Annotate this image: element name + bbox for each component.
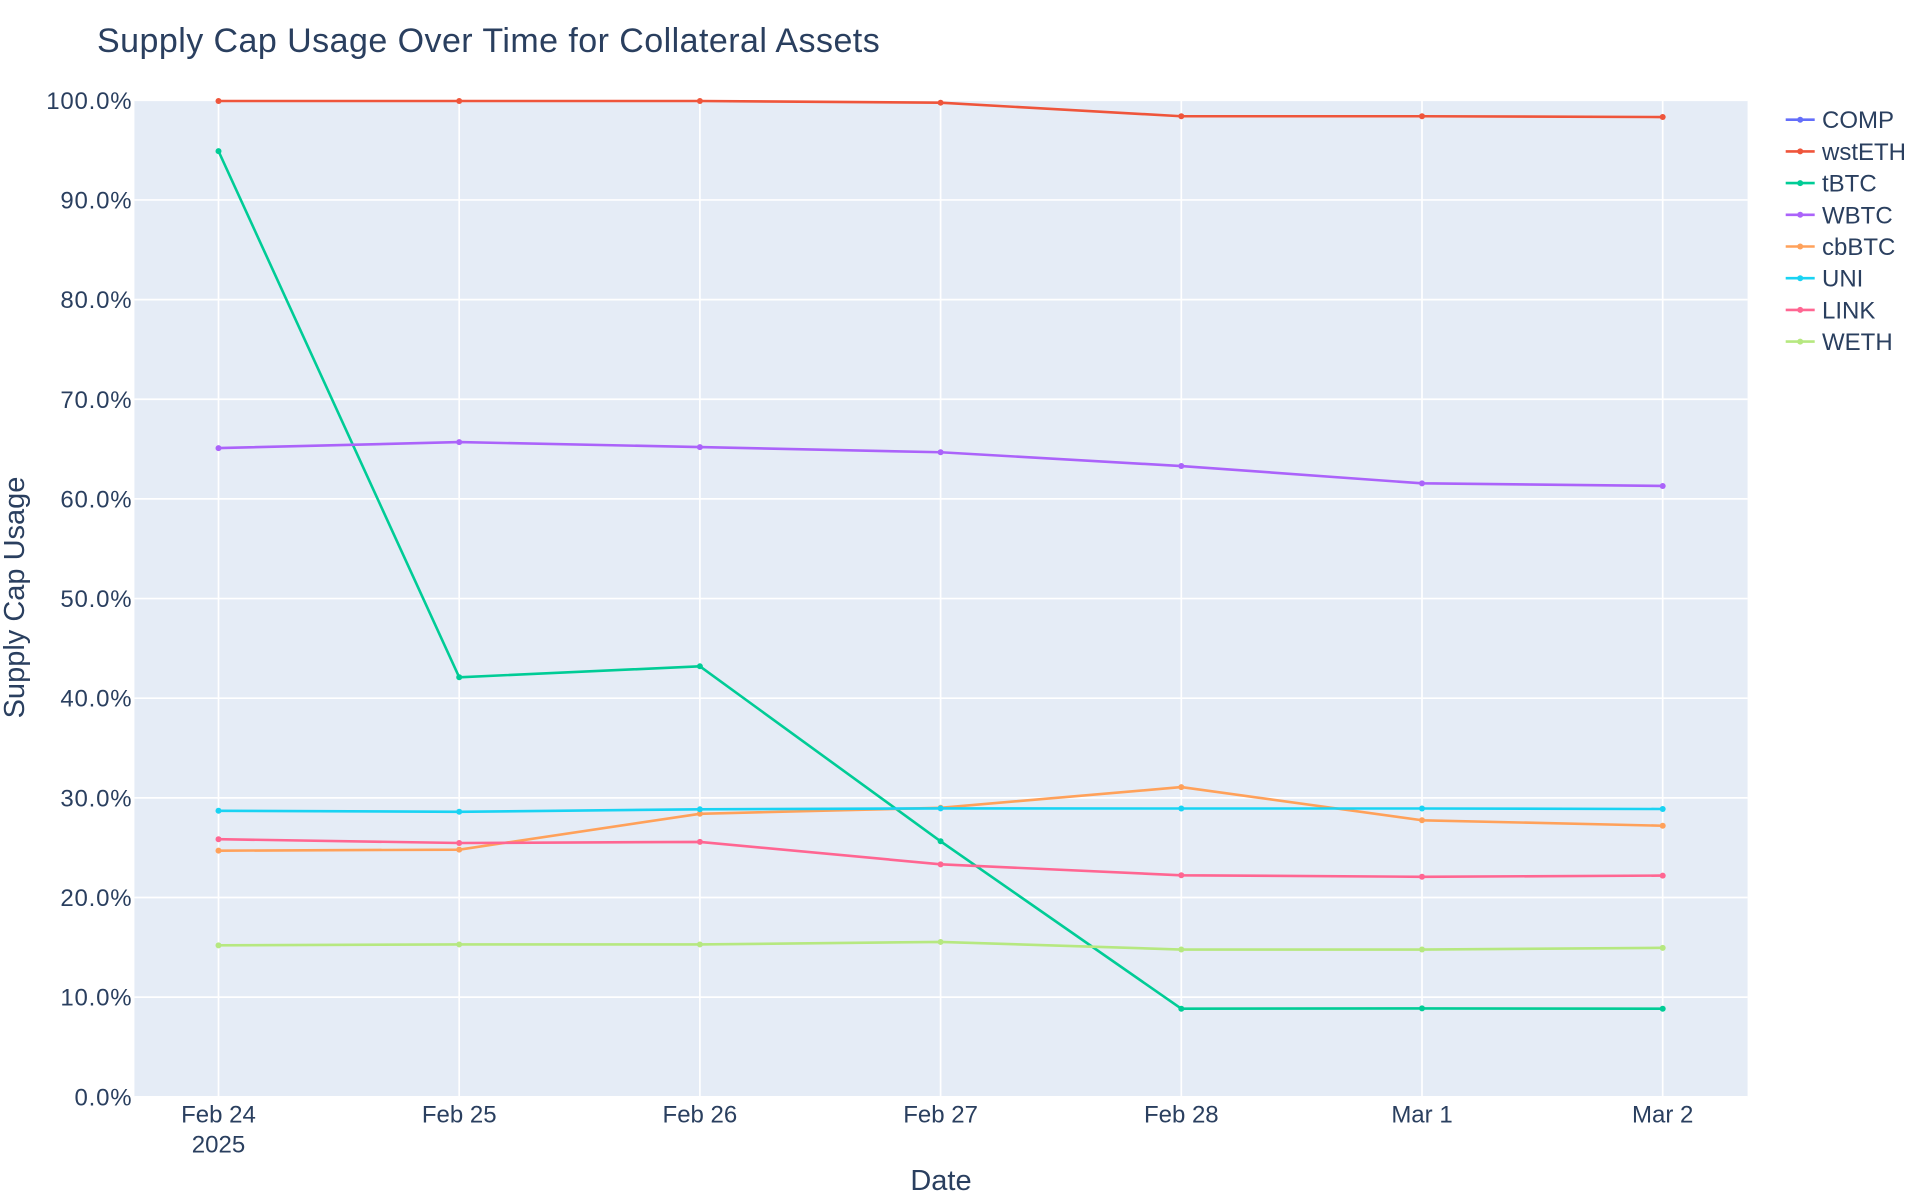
svg-text:Date: Date <box>910 1165 971 1197</box>
svg-text:Supply Cap Usage: Supply Cap Usage <box>0 477 31 719</box>
svg-text:50.0%: 50.0% <box>60 586 132 613</box>
svg-text:100.0%: 100.0% <box>46 88 132 115</box>
svg-text:60.0%: 60.0% <box>60 486 132 513</box>
svg-text:Mar 1: Mar 1 <box>1391 1102 1452 1129</box>
svg-text:0.0%: 0.0% <box>74 1084 132 1111</box>
svg-text:2025: 2025 <box>192 1132 245 1159</box>
svg-text:90.0%: 90.0% <box>60 187 132 214</box>
svg-text:40.0%: 40.0% <box>60 686 132 713</box>
svg-text:UNI: UNI <box>1822 266 1863 293</box>
svg-text:WETH: WETH <box>1822 329 1893 356</box>
svg-text:wstETH: wstETH <box>1821 139 1906 166</box>
svg-text:cbBTC: cbBTC <box>1822 234 1895 261</box>
svg-text:COMP: COMP <box>1822 107 1894 134</box>
svg-text:80.0%: 80.0% <box>60 287 132 314</box>
svg-text:30.0%: 30.0% <box>60 785 132 812</box>
svg-text:LINK: LINK <box>1822 297 1875 324</box>
svg-text:Feb 25: Feb 25 <box>422 1102 497 1129</box>
svg-text:WBTC: WBTC <box>1822 202 1893 229</box>
svg-text:Feb 28: Feb 28 <box>1144 1102 1219 1129</box>
svg-text:Mar 2: Mar 2 <box>1632 1102 1693 1129</box>
svg-text:70.0%: 70.0% <box>60 387 132 414</box>
svg-text:Supply Cap Usage Over Time for: Supply Cap Usage Over Time for Collatera… <box>97 22 880 60</box>
svg-text:Feb 24: Feb 24 <box>181 1102 256 1129</box>
svg-text:Feb 26: Feb 26 <box>663 1102 738 1129</box>
svg-text:10.0%: 10.0% <box>60 985 132 1012</box>
svg-text:Feb 27: Feb 27 <box>903 1102 978 1129</box>
svg-text:tBTC: tBTC <box>1822 171 1877 198</box>
svg-text:20.0%: 20.0% <box>60 885 132 912</box>
